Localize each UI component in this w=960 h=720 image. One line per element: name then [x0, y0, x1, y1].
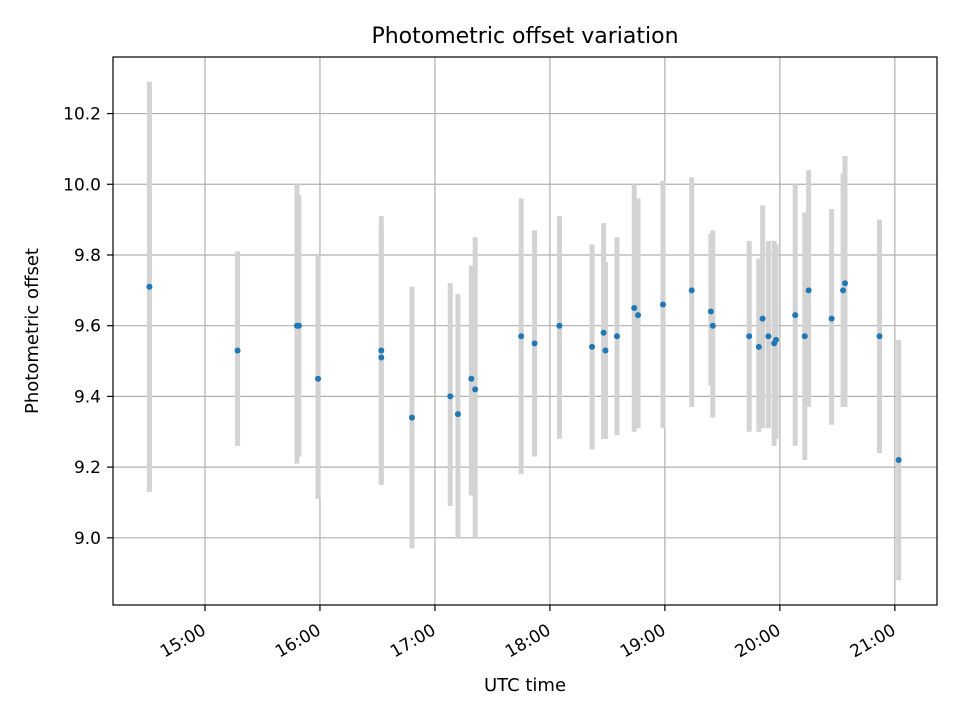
data-point: [688, 287, 695, 294]
x-axis-label: UTC time: [484, 675, 566, 696]
data-points: [146, 280, 902, 464]
data-point: [146, 283, 153, 290]
chart-title: Photometric offset variation: [371, 24, 678, 49]
data-point: [842, 280, 849, 287]
data-point: [876, 333, 883, 340]
y-tick-label: 10.0: [63, 175, 101, 195]
data-point: [556, 322, 563, 329]
data-point: [468, 375, 475, 382]
y-axis-label: Photometric offset: [22, 248, 43, 414]
data-point: [378, 354, 385, 361]
data-point: [518, 333, 525, 340]
grid-lines: [113, 57, 937, 605]
data-point: [895, 457, 902, 464]
data-point: [408, 414, 415, 421]
data-point: [472, 386, 479, 393]
plot-frame: [112, 56, 938, 606]
data-point: [801, 333, 808, 340]
data-point: [828, 315, 835, 322]
y-tick-label: 9.6: [74, 317, 101, 337]
y-tick-label: 9.4: [74, 387, 101, 407]
data-point: [531, 340, 538, 347]
data-point: [755, 343, 762, 350]
data-point: [589, 343, 596, 350]
y-tick-label: 9.2: [74, 458, 101, 478]
data-point: [840, 287, 847, 294]
plot-area: [113, 57, 937, 605]
data-point: [234, 347, 241, 354]
data-point: [759, 315, 766, 322]
data-point: [746, 333, 753, 340]
data-point: [805, 287, 812, 294]
y-tick-label: 10.2: [63, 105, 101, 125]
data-point: [600, 329, 607, 336]
data-point: [631, 305, 638, 312]
y-tick-label: 9.0: [74, 529, 101, 549]
data-point: [707, 308, 714, 315]
data-point: [773, 336, 780, 343]
y-tick-label: 9.8: [74, 246, 101, 266]
data-point: [295, 322, 302, 329]
data-point: [709, 322, 716, 329]
data-point: [454, 411, 461, 418]
data-point: [659, 301, 666, 308]
data-point: [792, 312, 799, 319]
data-point: [613, 333, 620, 340]
data-point: [447, 393, 454, 400]
data-point: [602, 347, 609, 354]
data-point: [315, 375, 322, 382]
data-point: [378, 347, 385, 354]
y-axis-ticks: 9.0 9.2 9.4 9.6 9.8 10.0 10.2: [63, 105, 113, 549]
data-point: [635, 312, 642, 319]
data-point: [765, 333, 772, 340]
